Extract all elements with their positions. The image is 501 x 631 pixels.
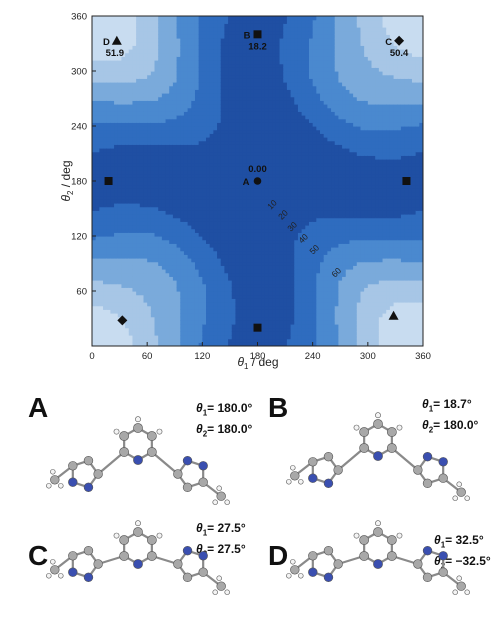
molecule-structure-d: [258, 516, 498, 631]
square-marker: [254, 30, 262, 38]
y-tick-label: 60: [76, 287, 87, 298]
square-marker: [105, 177, 113, 185]
square-marker: [402, 177, 410, 185]
atoms: [286, 521, 469, 595]
structure-panel-a: A θ1= 180.0° θ2= 180.0°: [18, 392, 258, 507]
molecule-structure-a: [18, 392, 258, 507]
minimum-label: B: [244, 30, 251, 41]
structure-panel-d: D θ1= 32.5° θ2= −32.5°: [258, 516, 498, 631]
x-tick-label: 60: [142, 351, 153, 362]
y-tick-label: 360: [71, 12, 87, 23]
x-axis-label: θ1 / deg: [238, 355, 279, 371]
y-tick-label: 300: [71, 67, 87, 78]
atoms: [46, 521, 229, 595]
minimum-label: A: [243, 177, 250, 188]
y-axis-label: θ2 / deg: [59, 161, 75, 202]
minimum-energy: 51.9: [106, 48, 125, 59]
minimum-energy: 50.4: [390, 48, 409, 59]
square-marker: [254, 324, 262, 332]
y-tick-label: 240: [71, 122, 87, 133]
minimum-label: C: [385, 37, 392, 48]
y-tick-label: 180: [71, 177, 87, 188]
atoms: [46, 417, 229, 505]
y-tick-label: 120: [71, 232, 87, 243]
molecule-structure-b: [258, 392, 498, 507]
minimum-energy: 0.00: [248, 164, 267, 175]
minimum-label: D: [103, 37, 110, 48]
x-tick-label: 120: [194, 351, 210, 362]
structure-panel-b: B θ1= 18.7° θ2= 180.0°: [258, 392, 498, 507]
minimum-energy: 18.2: [248, 41, 267, 52]
x-tick-label: 300: [360, 351, 376, 362]
x-tick-label: 240: [305, 351, 321, 362]
atoms: [286, 413, 469, 501]
molecule-structure-c: [18, 516, 258, 631]
circle-marker: [254, 177, 262, 185]
structure-panel-c: C θ1= 27.5° θ2= 27.5°: [18, 516, 258, 631]
x-tick-label: 0: [89, 351, 94, 362]
x-tick-label: 360: [415, 351, 431, 362]
